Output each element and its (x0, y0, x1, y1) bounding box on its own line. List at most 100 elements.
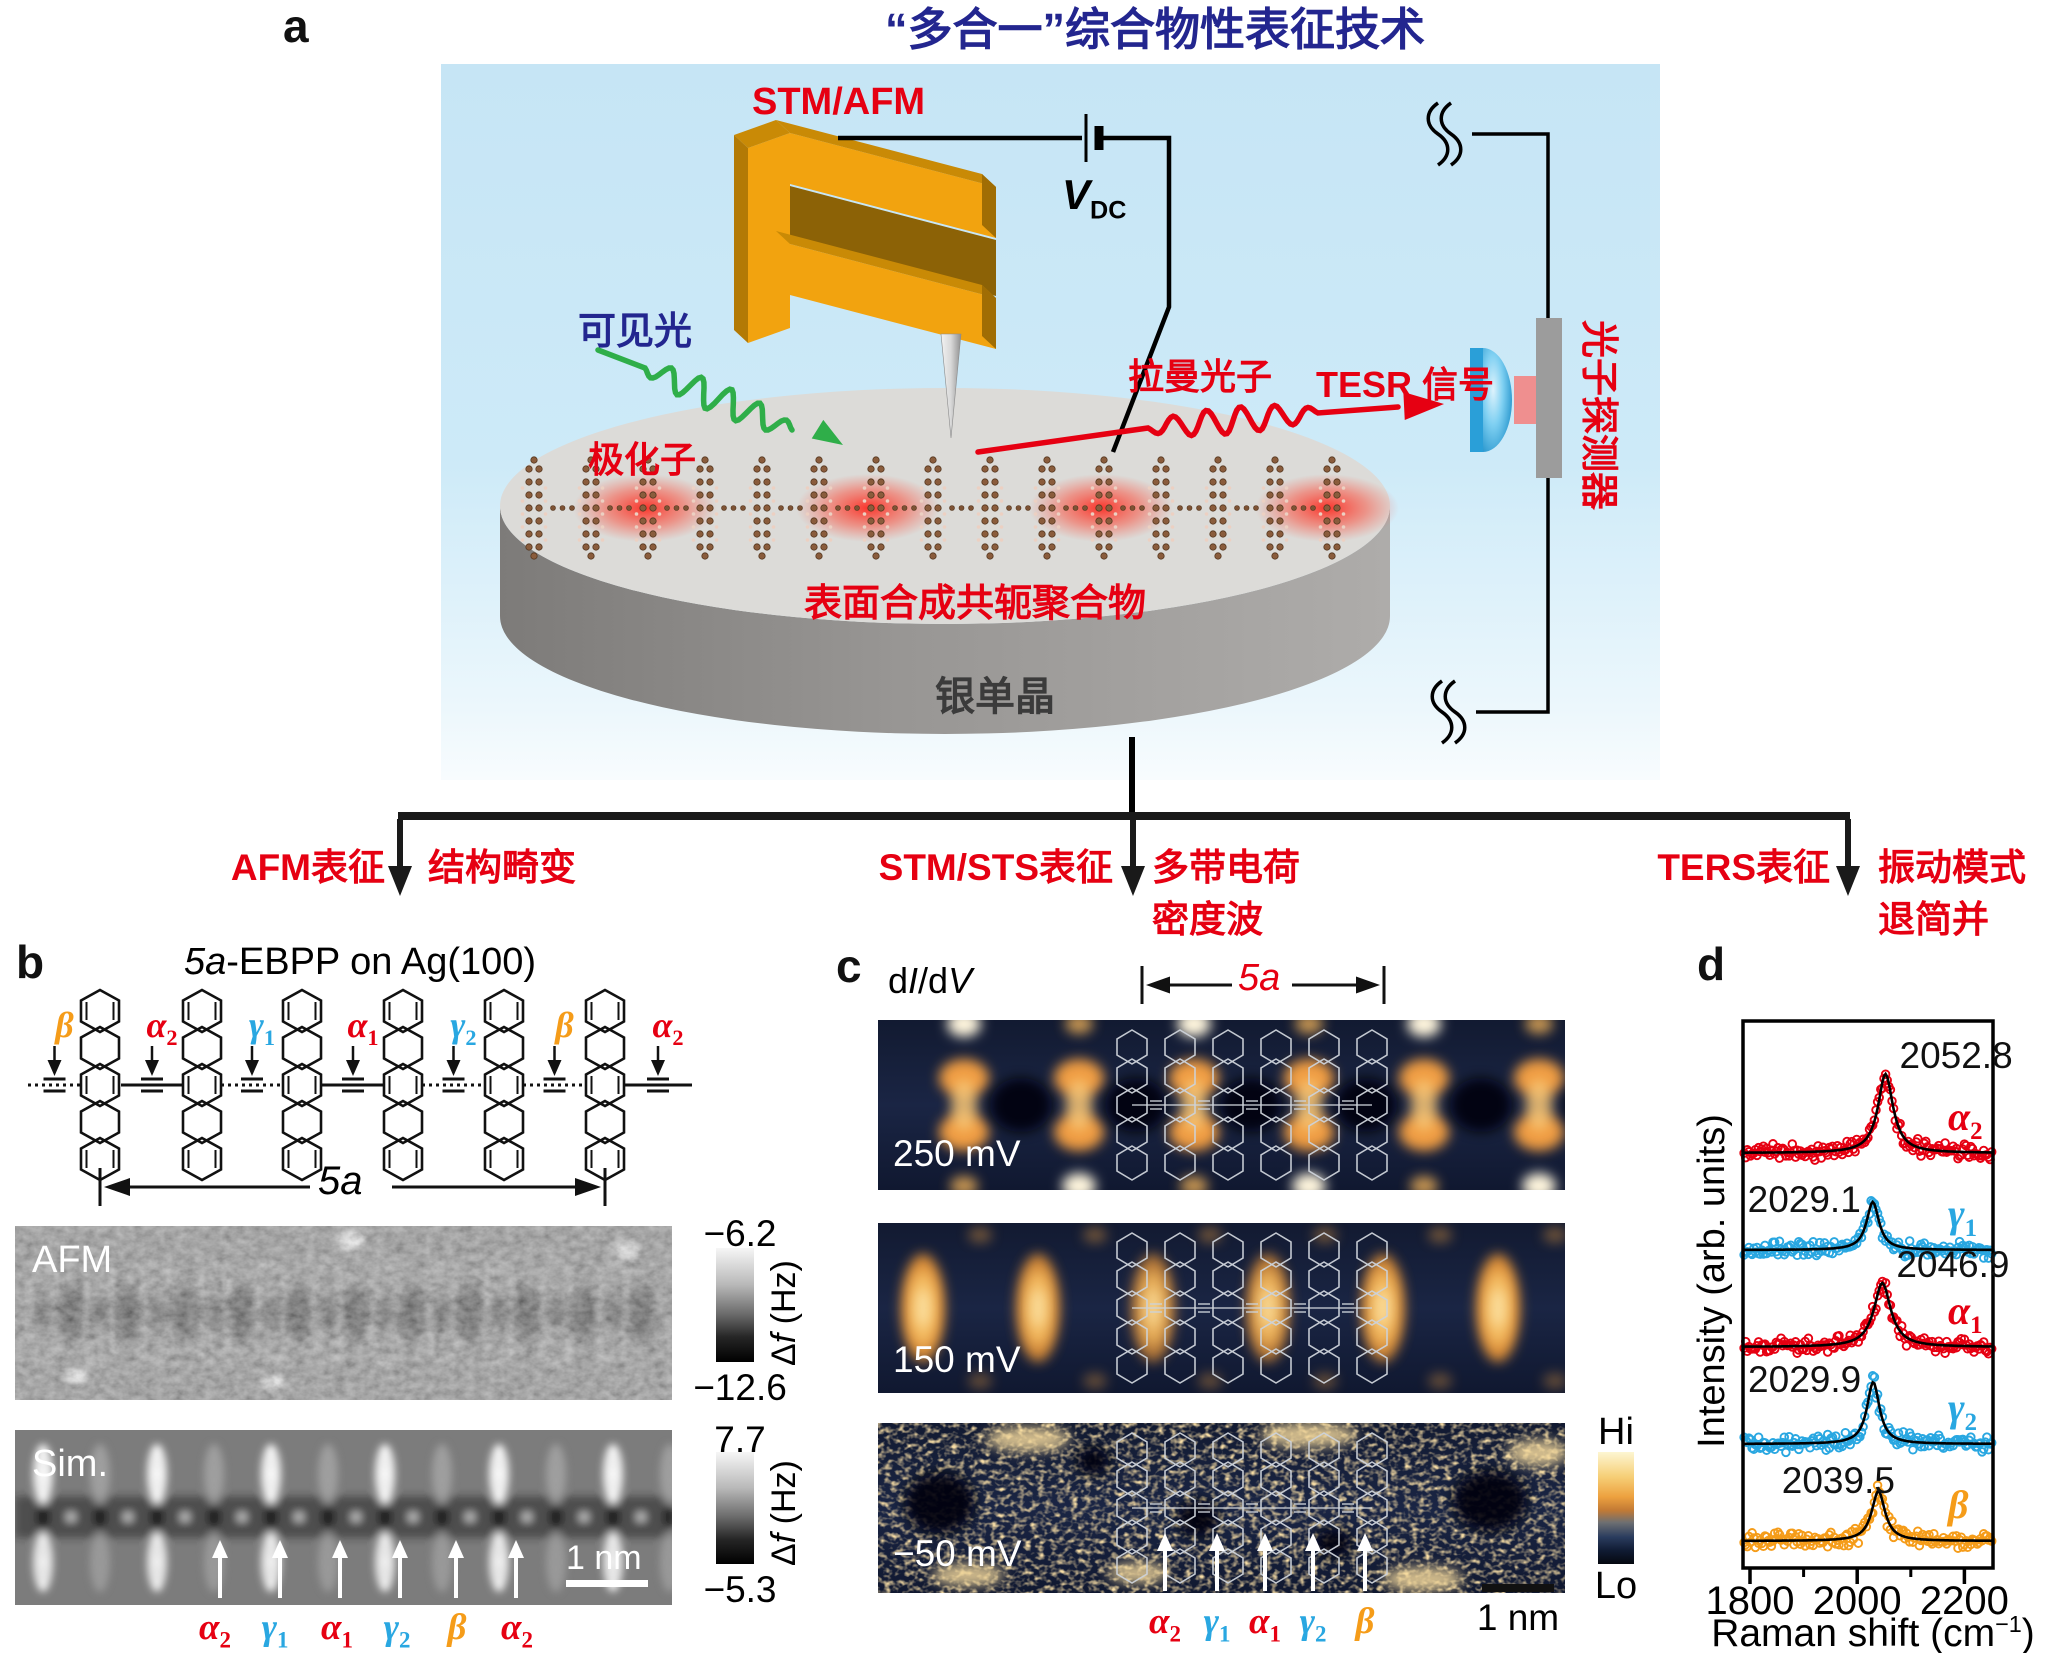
greek-base: β (1948, 1482, 1969, 1527)
bias-label-150mv: 150 mV (893, 1339, 1021, 1380)
greek-subscript: 1 (1269, 1621, 1281, 1647)
sim-scalebar (566, 1580, 648, 1587)
greek-subscript: 2 (166, 1025, 178, 1051)
crystal-label: 银单晶 (935, 675, 1055, 719)
afm-scale-unit: Δf (Hz) (765, 1236, 803, 1366)
bond-label-0: β (30, 1006, 100, 1045)
afm-simulation-image (15, 1430, 672, 1605)
didv-colorbar (1598, 1452, 1634, 1564)
sim-scale-min: −5.3 (703, 1569, 777, 1610)
didv-map-minus50mv (878, 1423, 1565, 1593)
panel-d-tag: d (1697, 938, 1726, 990)
branch-afm-method: AFM表征 (230, 847, 385, 888)
greek-base: α (146, 1005, 167, 1045)
panel_c-arrow-label-2: α1 (1233, 1602, 1297, 1647)
branch-ters-method: TERS表征 (1657, 847, 1830, 888)
panel_c-arrow-label-3: γ2 (1281, 1602, 1345, 1647)
didv-map-150mv (878, 1223, 1565, 1393)
afm-image-tag: AFM (32, 1239, 113, 1281)
vdc-subscript: DC (1090, 196, 1127, 225)
panel_c-arrow-label-1: γ1 (1185, 1602, 1249, 1647)
panel_b-arrow-label-1: γ1 (243, 1608, 307, 1653)
f-glyph: f (765, 1333, 803, 1344)
panel-b-title: 5a-EBPP on Ag(100) (150, 941, 570, 983)
branch-ters-result-1: 振动模式 (1878, 847, 2026, 888)
colorbar-lo-label: Lo (1594, 1565, 1638, 1607)
series-label-alpha1: α1 (1948, 1289, 1983, 1340)
sim-scalebar-label: 1 nm (566, 1539, 642, 1577)
lattice-span-arrow-c (1140, 966, 1386, 1004)
didv-v: V (948, 960, 973, 1001)
bias-label-250mv: 250 mV (893, 1133, 1021, 1174)
delta-glyph: Δ (765, 1343, 803, 1366)
series-label-gamma1: γ1 (1948, 1192, 1977, 1243)
greek-base: β (1355, 1601, 1375, 1642)
delta-glyph: Δ (765, 1543, 803, 1566)
branch-sts-result-1: 多带电荷 (1152, 847, 1300, 888)
greek-subscript: 2 (398, 1627, 411, 1653)
afm-scale-max: −6.2 (703, 1213, 777, 1254)
series-label-gamma2: γ2 (1948, 1386, 1977, 1437)
lattice-span-label-b: 5a (318, 1159, 363, 1203)
panel_b-arrow-label-0: α2 (183, 1608, 247, 1653)
bond-label-6: α2 (633, 1006, 703, 1050)
branch-sts-method: STM/STS表征 (878, 847, 1113, 888)
didv-label: dI/dV (888, 960, 973, 1001)
panel_b-arrow-label-4: β (425, 1608, 489, 1648)
greek-base: γ (248, 1005, 264, 1045)
bond-label-4: γ2 (429, 1006, 499, 1050)
greek-base: γ (1948, 1385, 1965, 1430)
didv-d2: /d (918, 960, 949, 1001)
panel_b-arrow-label-2: α1 (305, 1608, 369, 1653)
greek-base: γ (1948, 1191, 1965, 1236)
xtick-label-1800: 1800 (1705, 1579, 1795, 1623)
greek-subscript: 2 (1314, 1621, 1327, 1647)
greek-base: γ (383, 1607, 399, 1648)
afm-image (15, 1226, 672, 1400)
greek-subscript: 1 (1970, 1312, 1983, 1339)
peak-label-gamma2: 2029.9 (1748, 1359, 1862, 1400)
raman-xlabel: Raman shift (cm−1) (1698, 1611, 2048, 1653)
greek-subscript: 2 (1169, 1621, 1181, 1647)
panel_c-arrow-label-4: β (1333, 1602, 1397, 1642)
xtick-label-2000: 2000 (1812, 1579, 1902, 1623)
polaron-label: 极化子 (588, 439, 697, 480)
xlabel-post: ) (2021, 1612, 2035, 1653)
series-label-alpha2: α2 (1948, 1095, 1983, 1146)
hz-unit: (Hz) (765, 1260, 803, 1334)
greek-base: α (199, 1607, 220, 1648)
raman-photon-label: 拉曼光子 (1128, 356, 1273, 397)
peak-label-beta: 2039.5 (1781, 1460, 1895, 1501)
greek-subscript: 2 (1964, 1409, 1978, 1436)
vdc-symbol: V (1062, 171, 1091, 218)
peak-label-alpha1: 2046.9 (1896, 1244, 2010, 1285)
photon-detector-label: 光子探测器 (1577, 320, 1619, 511)
greek-base: γ (1299, 1601, 1315, 1642)
panel-a-tag: a (283, 0, 309, 52)
polymer-label: 表面合成共轭聚合物 (803, 583, 1146, 625)
greek-subscript: 1 (1964, 1215, 1978, 1242)
greek-base: α (1149, 1601, 1170, 1642)
greek-subscript: 2 (672, 1025, 684, 1051)
panel-a-title: “多合一”综合物性表征技术 (884, 4, 1425, 55)
greek-base: α (1948, 1288, 1971, 1333)
sim-colorbar (716, 1452, 754, 1564)
greek-base: β (447, 1607, 467, 1648)
afm-colorbar (716, 1248, 754, 1362)
didv-scalebar (1482, 1584, 1554, 1592)
hz-unit: (Hz) (765, 1460, 803, 1534)
visible-light-label: 可见光 (578, 311, 693, 353)
panel-a-schematic (388, 64, 1860, 896)
greek-subscript: 2 (1970, 1118, 1983, 1145)
greek-base: α (501, 1607, 522, 1648)
didv-scalebar-label: 1 nm (1476, 1597, 1560, 1638)
xlabel-pre: Raman shift (cm (1711, 1612, 1996, 1653)
series-label-beta: β (1948, 1483, 1969, 1526)
greek-subscript: 2 (465, 1025, 477, 1051)
tesr-signal-label: TESR 信号 (1316, 364, 1495, 405)
greek-subscript: 1 (341, 1627, 353, 1653)
panel_b-arrow-label-5: α2 (485, 1608, 549, 1653)
greek-subscript: 1 (263, 1025, 276, 1051)
vdc-label: VDC (1062, 172, 1126, 225)
